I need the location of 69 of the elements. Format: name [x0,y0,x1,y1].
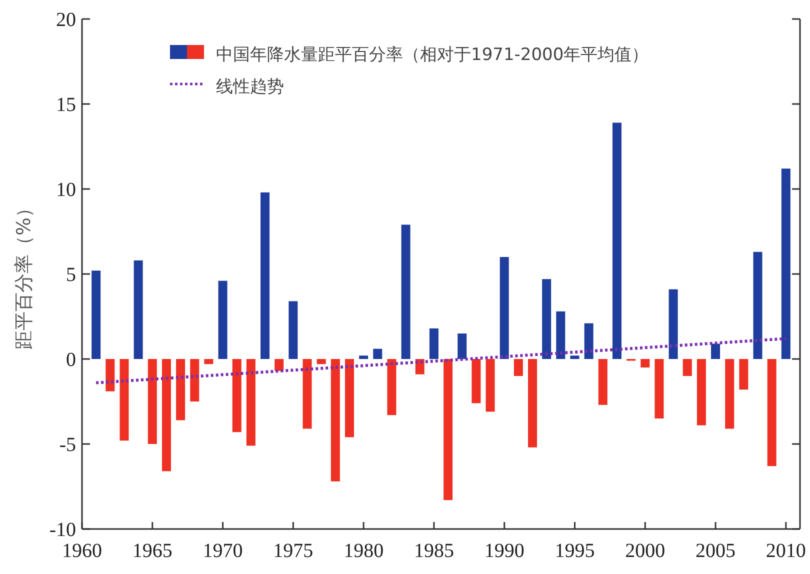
bar [176,359,186,420]
x-tick-label: 1970 [202,540,243,562]
bar [218,280,228,359]
bar [359,356,368,359]
x-tick-label: 2005 [696,540,736,562]
bar [288,301,298,359]
bar [260,192,270,359]
bar [330,359,340,482]
bar [204,359,214,364]
bar [373,348,382,359]
bar [387,359,396,416]
y-tick-label: -10 [49,519,76,541]
bar [514,359,523,376]
y-tick-label: 20 [56,9,76,31]
bar [696,359,706,426]
bar [767,359,776,466]
bar [148,359,157,444]
bar [654,359,664,418]
bar [274,359,284,371]
x-tick-label: 2000 [625,540,666,562]
bar [134,260,143,359]
bar [401,224,410,359]
bar [190,359,200,402]
bar [429,328,438,359]
y-tick-label: 5 [66,264,76,286]
x-tick-label: 1995 [554,540,595,562]
bar [612,122,622,359]
bar [302,359,312,429]
y-tick-label: 15 [56,94,76,116]
bar [246,359,256,446]
x-tick-label: 1990 [484,540,524,562]
bar [162,359,171,472]
bar [584,323,594,359]
x-tick-label: 1985 [414,540,454,562]
bar [486,359,495,412]
bar [92,270,101,359]
bar [500,257,509,359]
x-tick-label: 1975 [273,540,314,562]
legend-label: 线性趋势 [216,77,284,97]
x-tick-label: 1960 [62,540,102,562]
bar [640,359,650,368]
y-tick-label: 10 [56,179,76,201]
bar [725,359,734,429]
x-tick-label: 1980 [344,540,384,562]
y-tick-label: 0 [66,349,76,371]
bar [556,311,566,359]
x-tick-label: 2010 [766,540,806,562]
bar [232,359,242,432]
bar [316,359,326,364]
bar [682,359,692,376]
bar [711,344,720,359]
bar [106,359,115,392]
legend-label: 中国年降水量距平百分率（相对于1971-2000年平均值） [216,45,649,65]
bar [598,359,608,405]
bar [344,359,354,438]
bar [458,334,467,359]
bar [739,359,748,390]
bar [444,359,453,500]
y-tick-label: -5 [59,434,76,456]
bar [472,359,481,404]
bar [120,359,129,441]
bar [781,168,790,359]
bar [542,279,552,359]
bar [668,289,678,359]
x-tick-label: 1965 [132,540,172,562]
bar [528,359,538,448]
bar [570,356,580,359]
y-axis-title: 距平百分率（%） [13,198,35,350]
bar [753,252,762,359]
